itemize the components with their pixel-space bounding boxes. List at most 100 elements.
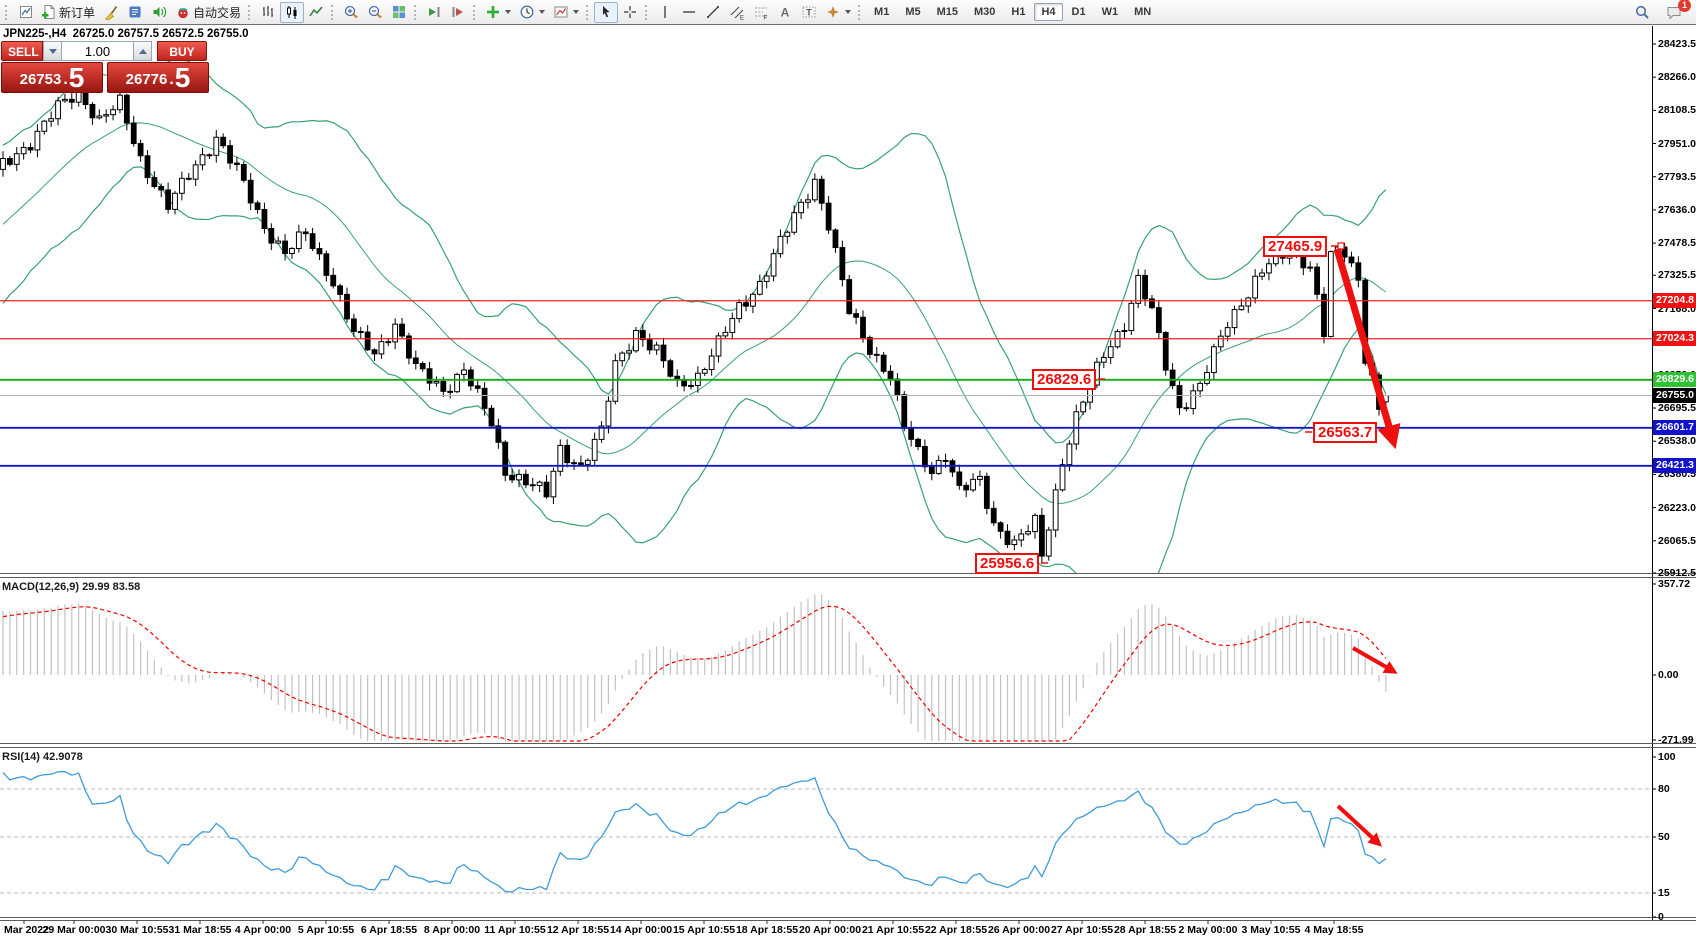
charts-button[interactable] xyxy=(13,2,37,23)
bear-candle xyxy=(963,484,970,491)
clear-charts-button[interactable] xyxy=(99,2,123,23)
bear-candle xyxy=(123,94,130,124)
volume-increase-button[interactable] xyxy=(133,41,152,61)
chart-price-annotation[interactable]: 25956.6 xyxy=(975,553,1040,574)
trendline-button[interactable] xyxy=(701,2,725,23)
toolbar-grip xyxy=(248,4,252,20)
bear-candle xyxy=(956,471,963,486)
text-button[interactable]: A xyxy=(773,2,797,23)
bull-candle xyxy=(1327,251,1334,337)
fibonacci-retracement-button[interactable]: F xyxy=(749,2,773,23)
bear-candle xyxy=(1321,293,1327,337)
rsi-scale-label: 15 xyxy=(1658,887,1670,899)
text-label-button[interactable]: T xyxy=(797,2,821,23)
timeframe-h4-button[interactable]: H4 xyxy=(1034,3,1063,21)
price-axis-tick-label: 26695.5 xyxy=(1658,402,1696,415)
bear-candle xyxy=(234,162,240,165)
buy-price[interactable]: 26776. 5 xyxy=(107,62,209,93)
volume-decrease-button[interactable] xyxy=(43,41,62,61)
bear-candle xyxy=(27,146,34,151)
zoom-out-button[interactable] xyxy=(363,2,387,23)
history-center-button[interactable] xyxy=(123,2,147,23)
arrows-tool-button[interactable] xyxy=(821,2,855,23)
chart-price-annotation[interactable]: 27465.9 xyxy=(1263,236,1328,257)
time-axis-label: 8 Apr 00:00 xyxy=(423,924,481,936)
bear-candle xyxy=(846,279,853,315)
buy-button[interactable]: BUY xyxy=(157,41,207,61)
crosshair-button[interactable] xyxy=(618,2,642,23)
bear-candle xyxy=(908,427,915,440)
price-axis-tick-label: 28266.0 xyxy=(1658,71,1696,84)
time-axis-label: Mar 2022 xyxy=(4,924,49,936)
red-down-arrow[interactable] xyxy=(1352,646,1398,674)
bear-candle xyxy=(825,202,832,231)
timeframe-mn-button[interactable]: MN xyxy=(1134,6,1152,18)
search-button[interactable] xyxy=(1630,2,1654,23)
bear-candle xyxy=(1004,530,1011,546)
bear-candle xyxy=(302,231,309,235)
svg-text:E: E xyxy=(740,16,744,21)
auto-trading-button[interactable]: 自动交易 xyxy=(171,2,245,23)
line-chart-button[interactable] xyxy=(304,2,328,23)
volume-input[interactable] xyxy=(62,41,133,61)
timeframe-d1-button[interactable]: D1 xyxy=(1071,6,1086,18)
time-axis-label: 4 May 18:55 xyxy=(1304,924,1364,936)
templates-button[interactable] xyxy=(549,2,583,23)
rsi-scale-label: 80 xyxy=(1658,783,1670,795)
time-axis-label: 28 Apr 18:55 xyxy=(1113,924,1177,936)
bull-candle xyxy=(0,157,6,170)
candlestick-chart-button[interactable] xyxy=(280,1,305,23)
bear-candle xyxy=(412,357,419,364)
bear-candle xyxy=(818,178,825,204)
bear-candle xyxy=(667,360,674,377)
cursor-button[interactable] xyxy=(594,1,619,23)
bull-candle xyxy=(1210,346,1217,374)
sell-button[interactable]: SELL xyxy=(1,41,43,61)
chart-price-annotation[interactable]: 26563.7 xyxy=(1313,422,1378,443)
bear-candle xyxy=(316,248,323,255)
bollinger-band-line xyxy=(2,166,1387,573)
triangle-down-icon xyxy=(48,48,57,54)
bear-candle xyxy=(261,208,268,229)
bear-candle xyxy=(894,378,901,396)
timeframe-m15-button[interactable]: M15 xyxy=(936,6,958,18)
timeframe-h1-button[interactable]: H1 xyxy=(1011,6,1026,18)
bull-candle xyxy=(798,201,804,214)
timeframe-m30-button[interactable]: M30 xyxy=(974,6,996,18)
red-down-arrow[interactable] xyxy=(1336,804,1382,847)
chart-shift-button[interactable] xyxy=(446,2,470,23)
horizontal-line-button[interactable] xyxy=(677,2,701,23)
trendline-icon xyxy=(705,4,721,20)
zoom-in-button[interactable] xyxy=(339,2,363,23)
fibo-icon: F xyxy=(753,4,769,22)
bear-candle xyxy=(942,459,949,462)
price-tag: 26601.7 xyxy=(1653,420,1696,436)
sell-price[interactable]: 26753. 5 xyxy=(1,62,103,93)
toolbar-grip xyxy=(414,4,418,20)
bear-candle xyxy=(337,285,344,295)
bull-candle xyxy=(1052,489,1059,531)
bar-chart-button[interactable] xyxy=(256,2,280,23)
signals-button[interactable] xyxy=(147,2,171,23)
timeframe-w1-button[interactable]: W1 xyxy=(1101,6,1119,18)
time-axis-label: 3 May 10:55 xyxy=(1241,924,1301,936)
chart-price-annotation[interactable]: 26829.6 xyxy=(1032,369,1097,390)
tile-windows-button[interactable] xyxy=(387,2,411,23)
notifications-button[interactable]: 1 xyxy=(1662,0,1691,23)
bull-candle xyxy=(688,384,694,387)
timeframe-m5-button[interactable]: M5 xyxy=(905,6,921,18)
vertical-line-button[interactable] xyxy=(653,2,677,23)
red-down-arrow[interactable] xyxy=(1333,248,1401,450)
auto-scroll-button[interactable] xyxy=(422,2,446,23)
indicators-button[interactable] xyxy=(481,2,515,23)
bear-candle xyxy=(419,362,426,370)
bull-candle xyxy=(62,98,68,102)
periods-button[interactable] xyxy=(515,2,549,23)
time-axis-label: 11 Apr 10:55 xyxy=(484,924,546,936)
new-order-button[interactable]: 新订单 xyxy=(37,2,99,23)
sell-price-frac: 5 xyxy=(68,62,85,93)
equidistant-channel-button[interactable]: E xyxy=(725,2,749,23)
timeframe-m1-button[interactable]: M1 xyxy=(874,6,890,18)
